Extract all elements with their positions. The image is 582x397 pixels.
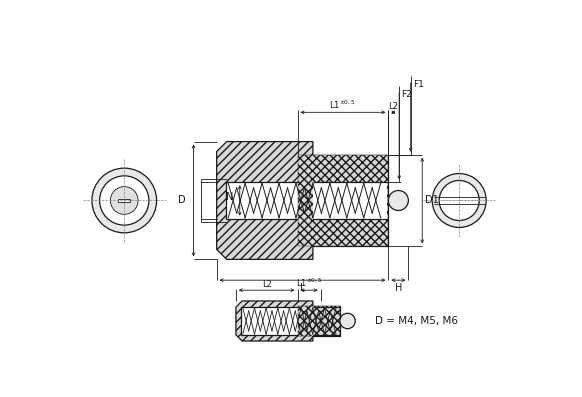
Text: N: N xyxy=(226,192,233,202)
Text: L2: L2 xyxy=(262,280,272,289)
Text: L1$^{\pm0,5}$: L1$^{\pm0,5}$ xyxy=(329,98,356,111)
Text: H: H xyxy=(395,283,402,293)
Polygon shape xyxy=(313,182,387,219)
Polygon shape xyxy=(217,142,313,259)
Polygon shape xyxy=(313,155,388,246)
Text: D = M4, M5, M6: D = M4, M5, M6 xyxy=(374,316,457,326)
Text: L2: L2 xyxy=(388,102,398,111)
Polygon shape xyxy=(297,306,340,336)
Text: L: L xyxy=(300,283,306,293)
Circle shape xyxy=(439,181,479,220)
Polygon shape xyxy=(313,306,340,336)
Circle shape xyxy=(111,187,138,214)
Circle shape xyxy=(100,176,149,225)
Polygon shape xyxy=(226,182,314,219)
Text: D1: D1 xyxy=(425,195,439,206)
Text: F2: F2 xyxy=(402,90,412,99)
Text: L1$^{\pm0,5}$: L1$^{\pm0,5}$ xyxy=(296,277,322,289)
Polygon shape xyxy=(236,301,313,341)
Text: D: D xyxy=(178,195,186,206)
Circle shape xyxy=(340,313,355,329)
Circle shape xyxy=(432,173,486,227)
Circle shape xyxy=(92,168,157,233)
Polygon shape xyxy=(242,307,314,335)
Text: F1: F1 xyxy=(413,80,424,89)
Polygon shape xyxy=(297,155,388,246)
Circle shape xyxy=(388,191,409,210)
FancyBboxPatch shape xyxy=(118,198,130,202)
